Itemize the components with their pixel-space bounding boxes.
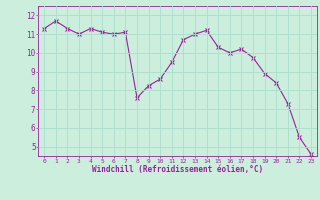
X-axis label: Windchill (Refroidissement éolien,°C): Windchill (Refroidissement éolien,°C) — [92, 165, 263, 174]
